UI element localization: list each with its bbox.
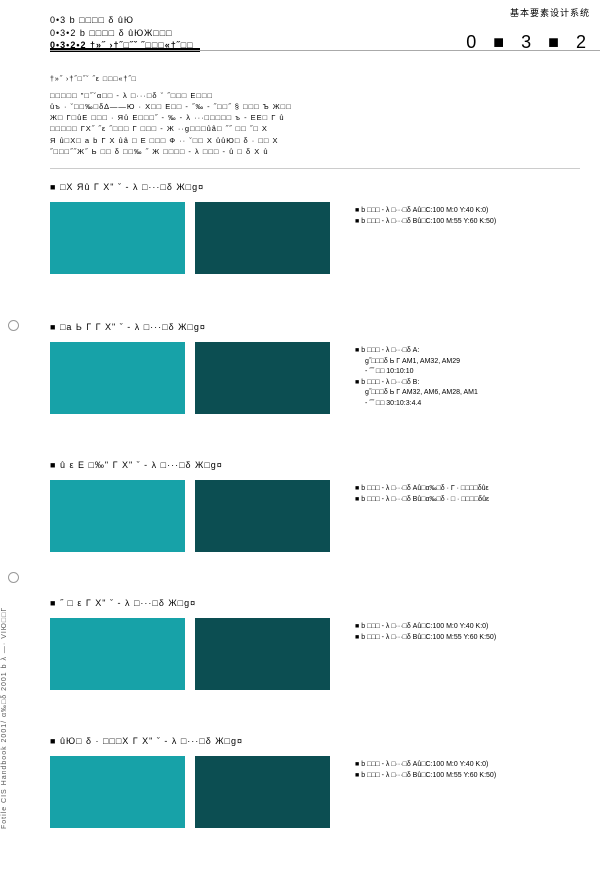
spec-row: b □□□ - λ □···□δ Bû□C:100 M:55 Y:60 K:50… [355, 771, 496, 782]
color-section: ˝ □ ε Г X" ˇ - λ □···□δ Ж□g¤ b □□□ - λ □·… [50, 598, 580, 690]
spec-sub: - ˝˝ □□ 10:10:10 [355, 367, 478, 378]
color-section: □Х Яû Г X" ˇ - λ □···□δ Ж□g¤ b □□□ - λ □·… [50, 182, 580, 274]
intro-block: †»˝ ›†˝□˝ˇ ˝ε □□□«†˝□ □□□□□ "□˝ˇα□□ - λ … [50, 75, 345, 157]
swatch-b [195, 756, 330, 828]
spec-list: b □□□ - λ □···□δ Aû□α‰□δ · Г · □□□□δûεb … [355, 484, 489, 505]
spec-list: b □□□ - λ □···□δ A:g˝□□□δ Ь Г AM1, AM32,… [355, 346, 478, 409]
swatch-a [50, 202, 185, 274]
spec-sub: - ˝˝ □□ 30:10:3:4.4 [355, 399, 478, 410]
swatch-b [195, 342, 330, 414]
header-category: 基本要素设计系统 [510, 6, 590, 19]
margin-circle [8, 572, 19, 583]
swatch-row [50, 618, 580, 690]
color-section: û ε Ε □‰" Г X" ˇ - λ □···□δ Ж□g¤ b □□□ - … [50, 460, 580, 552]
spec-row: b □□□ - λ □···□δ B: [355, 378, 478, 389]
spec-sub: g˝□□□δ Ь Г AM1, AM32, AM29 [355, 357, 478, 368]
header-rule [50, 50, 600, 51]
header-breadcrumb: 0•3 b □□□□ δ ûЮ 0•3•2 b □□□□ δ ûЮЖ□□□ 0•… [50, 14, 194, 52]
spec-row: b □□□ - λ □···□δ Aû□C:100 M:0 Y:40 K:0) [355, 760, 496, 771]
swatch-a [50, 342, 185, 414]
section-title: û ε Ε □‰" Г X" ˇ - λ □···□δ Ж□g¤ [50, 460, 580, 470]
spec-list: b □□□ - λ □···□δ Aû□C:100 M:0 Y:40 K:0)b… [355, 760, 496, 781]
spec-row: b □□□ - λ □···□δ Bû□C:100 M:55 Y:60 K:50… [355, 633, 496, 644]
margin-circle [8, 320, 19, 331]
spec-list: b □□□ - λ □···□δ Aû□C:100 M:0 Y:40 K:0)b… [355, 622, 496, 643]
section-title: ûЮ□ δ · □□□Х Г X" ˇ - λ □···□δ Ж□g¤ [50, 736, 580, 746]
color-section: □a Ь Г Г X" ˇ - λ □···□δ Ж□g¤ b □□□ - λ □… [50, 322, 580, 414]
spec-row: b □□□ - λ □···□δ Aû□α‰□δ · Г · □□□□δûε [355, 484, 489, 495]
swatch-b [195, 202, 330, 274]
section-title: ˝ □ ε Г X" ˇ - λ □···□δ Ж□g¤ [50, 598, 580, 608]
crumb-2: 0•3•2 b □□□□ δ ûЮЖ□□□ [50, 27, 194, 40]
color-section: ûЮ□ δ · □□□Х Г X" ˇ - λ □···□δ Ж□g¤ b □□□… [50, 736, 580, 828]
section-title: □Х Яû Г X" ˇ - λ □···□δ Ж□g¤ [50, 182, 580, 192]
side-caption: Fotile CIS Handbook 2001/ α‰□δ 2001 b λ … [1, 607, 8, 829]
spec-row: b □□□ - λ □···□δ Bû□C:100 M:55 Y:60 K:50… [355, 217, 496, 228]
spec-sub: g˝□□□δ Ь Г AM32, AM6, AM28, AM1 [355, 388, 478, 399]
crumb-1: 0•3 b □□□□ δ ûЮ [50, 14, 194, 27]
spec-row: b □□□ - λ □···□δ A: [355, 346, 478, 357]
swatch-row [50, 202, 580, 274]
intro-sub: †»˝ ›†˝□˝ˇ ˝ε □□□«†˝□ [50, 75, 345, 86]
section-title: □a Ь Г Г X" ˇ - λ □···□δ Ж□g¤ [50, 322, 580, 332]
swatch-b [195, 618, 330, 690]
spec-list: b □□□ - λ □···□δ Aû□C:100 M:0 Y:40 K:0)b… [355, 206, 496, 227]
spec-row: b □□□ - λ □···□δ Aû□C:100 M:0 Y:40 K:0) [355, 622, 496, 633]
swatch-a [50, 480, 185, 552]
swatch-row [50, 342, 580, 414]
intro-body: □□□□□ "□˝ˇα□□ - λ □···□δ ˇ ˝□□□ Ε□□□ ûъ … [50, 90, 345, 158]
swatch-a [50, 756, 185, 828]
swatch-row [50, 756, 580, 828]
spec-row: b □□□ - λ □···□δ Bû□α‰□δ · □ · □□□□δûε [355, 495, 489, 506]
swatch-row [50, 480, 580, 552]
intro-rule [50, 168, 580, 169]
spec-row: b □□□ - λ □···□δ Aû□C:100 M:0 Y:40 K:0) [355, 206, 496, 217]
swatch-a [50, 618, 185, 690]
swatch-b [195, 480, 330, 552]
